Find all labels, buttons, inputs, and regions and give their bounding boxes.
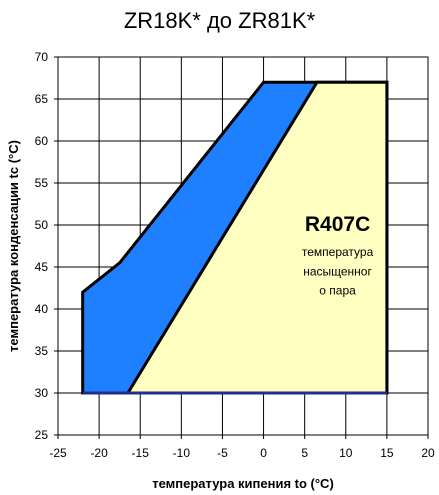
- annotation-line-1: температура: [302, 245, 374, 259]
- y-tick-label: 60: [35, 134, 49, 148]
- x-tick-label: -15: [132, 446, 150, 460]
- x-tick-label: -5: [217, 446, 228, 460]
- x-tick-label: 10: [339, 446, 353, 460]
- x-tick-label: -10: [173, 446, 191, 460]
- x-tick-label: -25: [49, 446, 67, 460]
- x-tick-label: 15: [380, 446, 394, 460]
- y-tick-label: 25: [35, 428, 49, 442]
- y-tick-label: 35: [35, 344, 49, 358]
- axis-ticks: -25 -20 -15 -10 -5 0 5 10 15 20 25 30 35 40 45 50 55 60 65…: [35, 50, 435, 460]
- y-tick-label: 50: [35, 218, 49, 232]
- x-axis-label: температура кипения to (°C): [152, 476, 334, 491]
- annotation-line-2: насыщенног: [303, 264, 372, 278]
- y-axis-label: температура конденсации tc (°C): [6, 140, 21, 352]
- annotation-line-3: о пара: [319, 284, 356, 298]
- y-tick-label: 55: [35, 176, 49, 190]
- x-tick-label: 20: [421, 446, 435, 460]
- y-tick-label: 65: [35, 92, 49, 106]
- y-tick-label: 70: [35, 50, 49, 64]
- y-tick-label: 40: [35, 302, 49, 316]
- refrigerant-label: R407C: [305, 213, 370, 236]
- x-tick-label: 5: [301, 446, 308, 460]
- x-tick-label: 0: [260, 446, 267, 460]
- y-tick-label: 30: [35, 386, 49, 400]
- chart-title: ZR18K* до ZR81K*: [123, 8, 316, 33]
- x-tick-label: -20: [90, 446, 108, 460]
- y-tick-label: 45: [35, 260, 49, 274]
